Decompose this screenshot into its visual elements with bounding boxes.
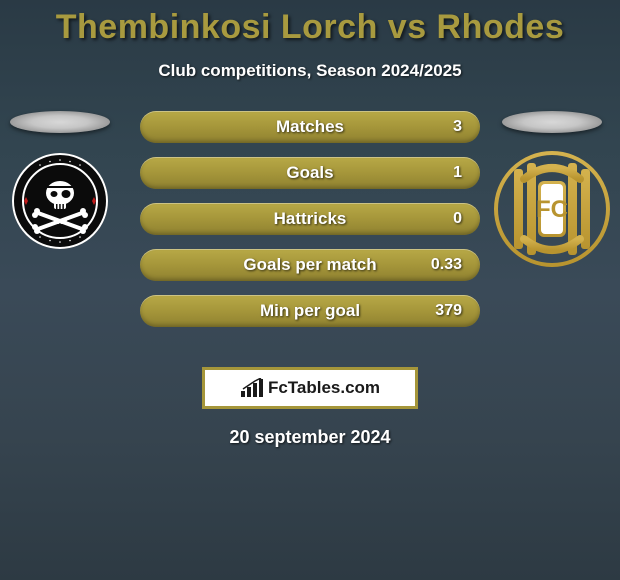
stat-label: Matches (140, 117, 480, 137)
stat-bar: Min per goal379 (140, 295, 480, 327)
stat-bar: Hattricks0 (140, 203, 480, 235)
ctc-logo-svg: FC (494, 151, 610, 267)
stat-value: 1 (453, 164, 462, 182)
stat-bar: Goals per match0.33 (140, 249, 480, 281)
stat-bar-inner: Hattricks0 (140, 203, 480, 235)
stat-value: 379 (435, 302, 462, 320)
stat-bar: Goals1 (140, 157, 480, 189)
left-shadow-disc (10, 111, 110, 133)
brand-box: FcTables.com (202, 367, 418, 409)
main-row: 1937 Matches3 Goals1 Hattricks0 Goals per m… (0, 111, 620, 351)
stat-value: 0.33 (431, 256, 462, 274)
stat-bar-inner: Matches3 (140, 111, 480, 143)
ctc-monogram: FC (536, 196, 568, 223)
brand-text: FcTables.com (268, 378, 380, 398)
page-title: Thembinkosi Lorch vs Rhodes (0, 8, 620, 47)
stat-label: Hattricks (140, 209, 480, 229)
left-badge-wrap: 1937 (10, 111, 110, 256)
pirates-year: 1937 (52, 219, 68, 226)
right-badge-wrap: FC (494, 111, 610, 272)
stat-bar-inner: Min per goal379 (140, 295, 480, 327)
chart-icon (240, 378, 264, 398)
stat-value: 0 (453, 210, 462, 228)
stat-label: Goals (140, 163, 480, 183)
content: Thembinkosi Lorch vs Rhodes Club competi… (0, 0, 620, 580)
date-text: 20 september 2024 (0, 427, 620, 448)
stat-value: 3 (453, 118, 462, 136)
stat-bar-inner: Goals1 (140, 157, 480, 189)
stat-bar-inner: Goals per match0.33 (140, 249, 480, 281)
stats-list: Matches3Goals1Hattricks0Goals per match0… (140, 111, 480, 327)
stat-label: Min per goal (140, 301, 480, 321)
ctc-logo: FC (494, 151, 610, 272)
pirates-logo-svg: 1937 (10, 151, 110, 251)
stat-label: Goals per match (140, 255, 480, 275)
subtitle: Club competitions, Season 2024/2025 (0, 61, 620, 81)
stat-bar: Matches3 (140, 111, 480, 143)
right-shadow-disc (502, 111, 602, 133)
pirates-logo: 1937 (10, 151, 110, 256)
